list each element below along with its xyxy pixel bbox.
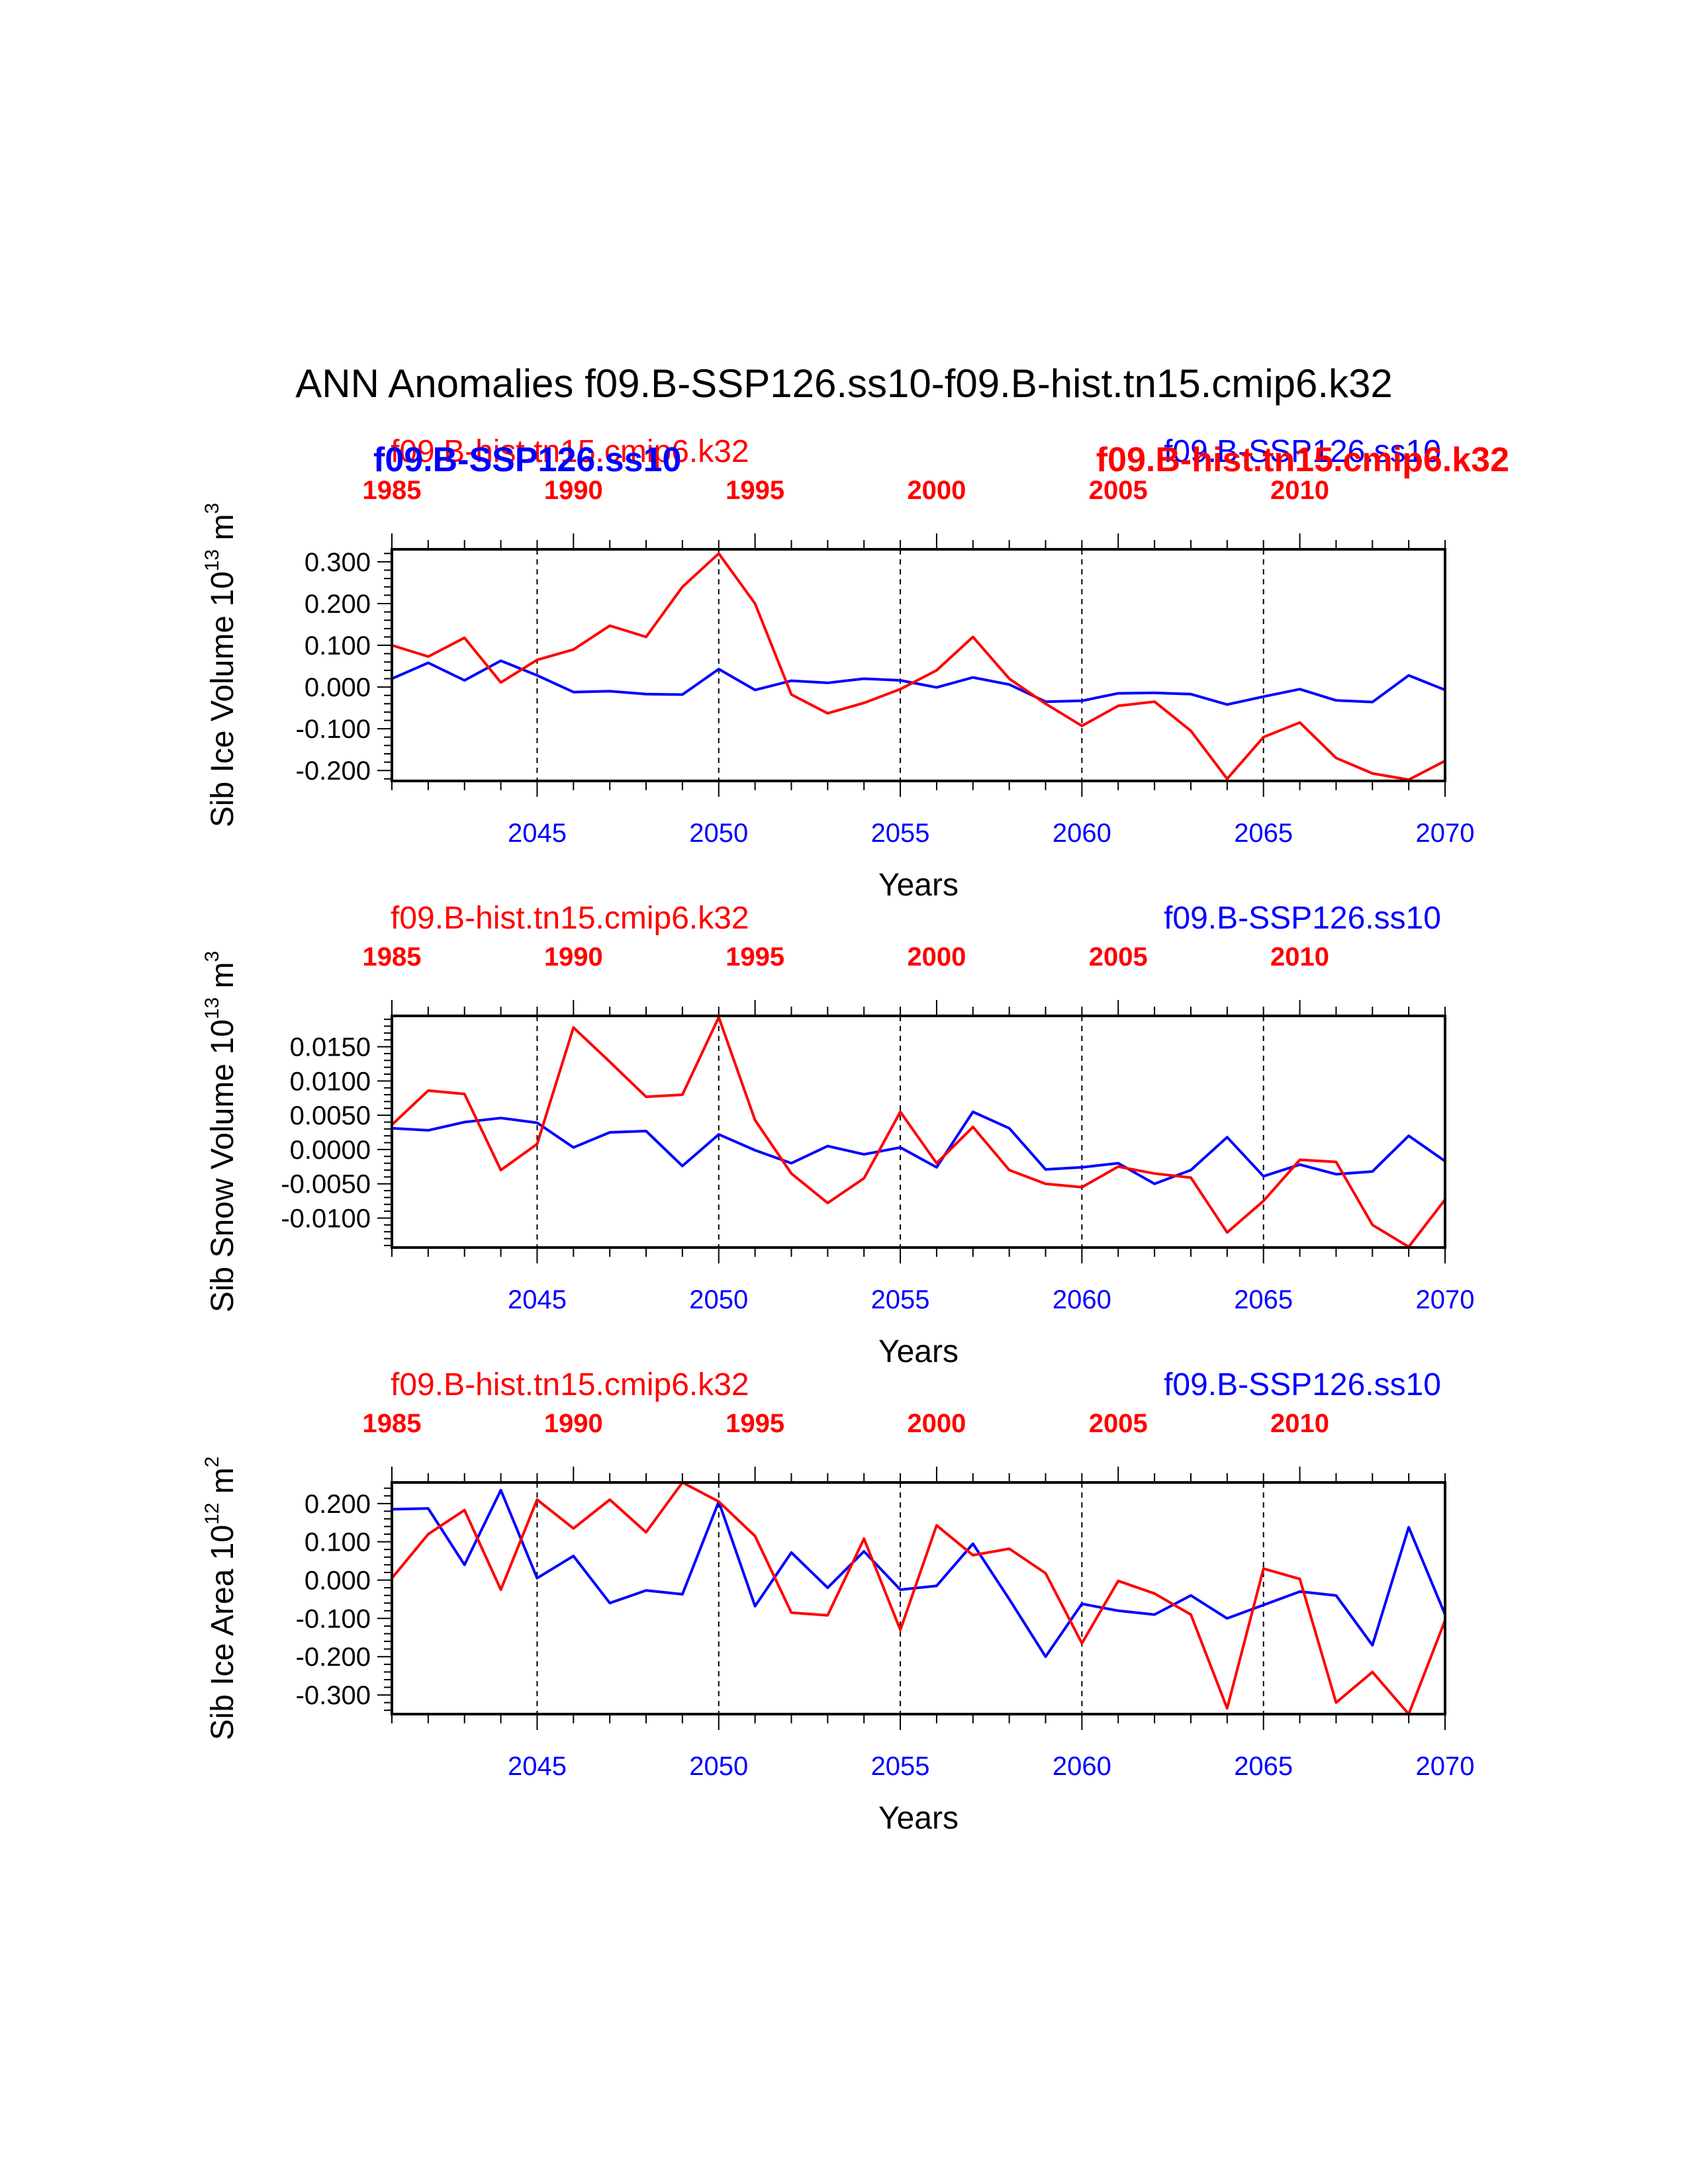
y-tick-label: 0.100 [305,1528,371,1557]
x-top-tick-label: 2000 [907,476,966,505]
y-tick-label: -0.100 [296,1604,371,1633]
y-axis-title: Sib Ice Area 1012 m2 [201,1457,240,1741]
legend-hist-label: f09.B-hist.tn15.cmip6.k32 [391,901,749,936]
x-top-tick-label: 2010 [1270,476,1329,505]
y-tick-label: 0.200 [305,590,371,619]
legend-ssp-label: f09.B-SSP126.ss10 [1164,901,1441,936]
series-line-ssp [391,659,1446,706]
plot-frame [391,1481,1446,1715]
x-bottom-tick-label: 2060 [1053,819,1111,848]
legend-hist-label: f09.B-hist.tn15.cmip6.k32 [391,1367,749,1402]
y-tick-label: -0.0100 [281,1204,371,1233]
y-tick-label: 0.0050 [290,1101,371,1130]
x-top-tick-label: 1985 [363,476,422,505]
x-bottom-tick-label: 2070 [1416,1752,1475,1781]
legend-ssp-label: f09.B-SSP126.ss10 [1164,434,1441,469]
y-axis-title: Sib Snow Volume 1013 m3 [201,951,240,1312]
x-bottom-tick-label: 2050 [689,1285,748,1314]
panel-2: 0.0150 0.0100 0.0050 0.0000 -0.0050 -0.0100 20… [201,901,1474,1369]
y-tick-label: 0.300 [305,548,371,577]
series-line-hist [391,1481,1446,1715]
y-tick-label: 0.0000 [290,1136,371,1165]
x-top-tick-label: 2005 [1089,1409,1148,1438]
x-top-tick-label: 2010 [1270,1409,1329,1438]
y-tick-label: 0.000 [305,1567,371,1596]
y-tick-label: -0.300 [296,1681,371,1710]
y-tick-label: -0.200 [296,1643,371,1672]
series-line-hist [391,1016,1446,1248]
x-bottom-tick-label: 2060 [1053,1285,1111,1314]
x-top-tick-label: 1990 [544,942,603,972]
x-axis-title: Years [878,868,959,903]
x-top-tick-label: 1985 [363,1409,422,1438]
x-bottom-tick-label: 2055 [871,819,930,848]
x-bottom-tick-label: 2055 [871,1752,930,1781]
y-tick-label: 0.200 [305,1490,371,1519]
x-axis-title: Years [878,1334,959,1369]
x-top-tick-label: 1990 [544,1409,603,1438]
x-top-tick-label: 2010 [1270,942,1329,972]
x-bottom-tick-label: 2045 [508,1285,567,1314]
x-bottom-tick-label: 2055 [871,1285,930,1314]
y-tick-label: -0.100 [296,715,371,744]
legend-ssp-label-bold: f09.B-SSP126.ss10 [373,441,681,479]
x-top-tick-label: 2005 [1089,476,1148,505]
x-top-tick-label: 1990 [544,476,603,505]
x-top-tick-label: 1995 [726,1409,784,1438]
series-line-ssp [391,1488,1446,1659]
x-bottom-tick-label: 2060 [1053,1752,1111,1781]
chart-title: ANN Anomalies f09.B-SSP126.ss10-f09.B-hi… [295,361,1393,406]
panel-1: 0.300 0.200 0.100 0.000 -0.100 -0.200 2045 2050… [201,434,1509,903]
x-top-tick-label: 2000 [907,942,966,972]
x-bottom-tick-label: 2070 [1416,819,1475,848]
y-tick-label: -0.200 [296,756,371,786]
y-tick-label: 0.0100 [290,1067,371,1096]
x-top-tick-label: 2000 [907,1409,966,1438]
x-bottom-tick-label: 2065 [1234,1752,1293,1781]
series-line-ssp [391,1111,1446,1185]
x-bottom-tick-label: 2050 [689,1752,748,1781]
panel-3: 0.200 0.100 0.000 -0.100 -0.200 -0.300 2045 205… [201,1367,1474,1836]
y-tick-label: -0.0050 [281,1170,371,1199]
y-tick-label: 0.100 [305,631,371,660]
x-bottom-tick-label: 2070 [1416,1285,1475,1314]
x-bottom-tick-label: 2065 [1234,1285,1293,1314]
x-top-tick-label: 1995 [726,942,784,972]
plot-frame [391,548,1446,782]
x-top-tick-label: 1995 [726,476,784,505]
y-tick-label: 0.0150 [290,1033,371,1062]
legend-hist-label-bold: f09.B-hist.tn15.cmip6.k32 [1096,441,1509,479]
plot-frame [391,1015,1446,1249]
y-axis-title: Sib Ice Volume 1013 m3 [201,503,240,827]
x-bottom-tick-label: 2050 [689,819,748,848]
y-tick-label: 0.000 [305,673,371,702]
x-bottom-tick-label: 2045 [508,1752,567,1781]
x-axis-title: Years [878,1801,959,1836]
x-bottom-tick-label: 2065 [1234,819,1293,848]
series-line-hist [391,552,1446,782]
legend-hist-label: f09.B-hist.tn15.cmip6.k32 [391,434,749,469]
x-bottom-tick-label: 2045 [508,819,567,848]
legend-ssp-label: f09.B-SSP126.ss10 [1164,1367,1441,1402]
x-top-tick-label: 1985 [363,942,422,972]
x-top-tick-label: 2005 [1089,942,1148,972]
